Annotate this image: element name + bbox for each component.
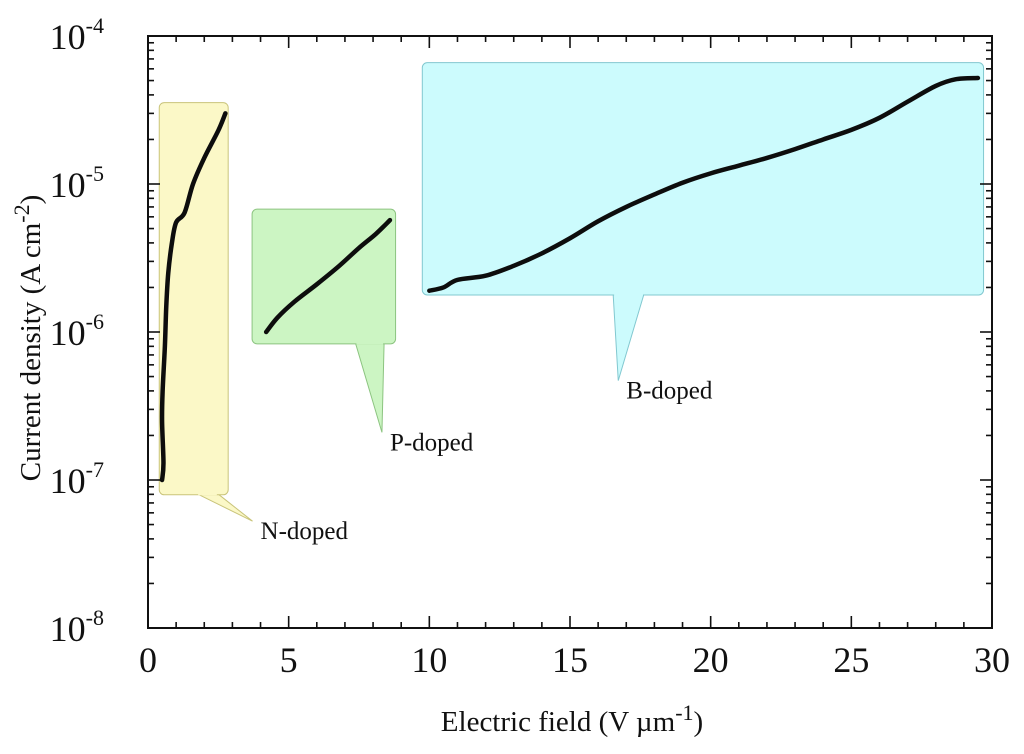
- tick-marks: [147, 36, 993, 629]
- p-doped-label: P-doped: [390, 429, 474, 456]
- callout-layer: [158, 62, 985, 522]
- y-tick-label-exponent: -7: [86, 457, 104, 482]
- n-doped-series-line: [159, 111, 228, 483]
- y-axis-title-main: Current density (A cm: [15, 222, 47, 481]
- n-doped-label: N-doped: [261, 518, 349, 545]
- x-tick-label: 15: [552, 640, 588, 680]
- x-tick-label: 25: [833, 640, 869, 680]
- y-tick-label-exponent: -6: [86, 309, 104, 334]
- y-tick-label-exponent: -8: [86, 605, 104, 630]
- x-axis-title-exponent: -1: [675, 700, 693, 725]
- y-tick-label-base: 10: [50, 313, 86, 353]
- p-doped-callout-pointer: [354, 342, 385, 433]
- x-tick-label: 30: [974, 640, 1010, 680]
- x-axis-title: Electric field (V µm-1): [441, 700, 703, 738]
- y-tick-label-base: 10: [50, 17, 86, 57]
- y-tick-label-base: 10: [50, 165, 86, 205]
- y-tick-label: 10-7: [50, 457, 104, 501]
- n-doped-callout-pointer: [196, 493, 253, 522]
- x-tick-label: 20: [693, 640, 729, 680]
- x-tick-label: 5: [280, 640, 298, 680]
- y-tick-label-exponent: -4: [86, 13, 104, 38]
- y-tick-label-base: 10: [50, 609, 86, 649]
- x-tick-label: 10: [411, 640, 447, 680]
- b-doped-callout-box: [421, 62, 985, 296]
- y-tick-label: 10-8: [50, 605, 104, 649]
- x-axis-title-main: Electric field (V µm: [441, 706, 676, 738]
- p-doped-series-line: [263, 217, 393, 335]
- annotation-labels: N-doped P-doped B-doped: [261, 378, 713, 546]
- b-doped-series-line: [427, 75, 981, 293]
- y-axis-title-tail: ): [15, 195, 47, 205]
- x-axis-title-tail: ): [694, 706, 704, 738]
- y-tick-label: 10-4: [50, 13, 104, 57]
- b-doped-callout-pointer: [612, 293, 645, 381]
- x-tick-label: 0: [139, 640, 157, 680]
- y-tick-label-exponent: -5: [86, 161, 104, 186]
- y-axis-title: Current density (A cm-2): [9, 195, 47, 482]
- series-layer: [159, 75, 981, 483]
- y-tick-label: 10-6: [50, 309, 104, 353]
- y-tick-label: 10-5: [50, 161, 104, 205]
- y-axis-title-exponent: -2: [9, 204, 34, 222]
- b-doped-label: B-doped: [626, 378, 713, 405]
- y-tick-label-base: 10: [50, 461, 86, 501]
- n-doped-callout-box: [158, 102, 229, 496]
